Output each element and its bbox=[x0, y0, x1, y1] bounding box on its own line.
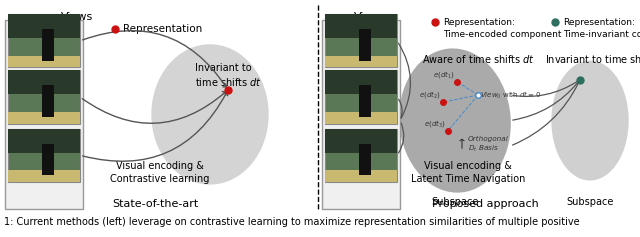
Bar bbox=[325, 70, 397, 124]
Bar bbox=[8, 14, 80, 38]
Bar bbox=[325, 112, 397, 124]
Text: $e(dt_3)$: $e(dt_3)$ bbox=[424, 118, 446, 129]
Bar bbox=[42, 144, 54, 175]
Text: $e(dt_1)$: $e(dt_1)$ bbox=[433, 69, 455, 80]
Text: Invariant to time shifts $\mathit{dt}$: Invariant to time shifts $\mathit{dt}$ bbox=[545, 53, 640, 65]
Bar bbox=[42, 85, 54, 117]
Text: 1: Current methods (left) leverage on contrastive learning to maximize represent: 1: Current methods (left) leverage on co… bbox=[4, 217, 580, 227]
Text: Subspace: Subspace bbox=[431, 197, 479, 207]
Text: Representation: Representation bbox=[123, 24, 202, 34]
Bar bbox=[8, 70, 80, 94]
Bar bbox=[42, 29, 54, 61]
Bar bbox=[325, 129, 397, 153]
Bar bbox=[359, 144, 371, 175]
Text: Subspace: Subspace bbox=[566, 197, 614, 207]
Text: Latent Time Navigation: Latent Time Navigation bbox=[411, 174, 525, 184]
FancyBboxPatch shape bbox=[5, 20, 83, 210]
Text: time shifts $\mathit{dt}$: time shifts $\mathit{dt}$ bbox=[195, 76, 262, 88]
Bar bbox=[325, 129, 397, 182]
Ellipse shape bbox=[552, 61, 628, 180]
Text: Aware of time shifts $\mathit{dt}$: Aware of time shifts $\mathit{dt}$ bbox=[422, 53, 535, 65]
Text: Representation:: Representation: bbox=[563, 18, 635, 27]
Bar bbox=[8, 56, 80, 67]
Bar bbox=[359, 29, 371, 61]
Text: Representation:: Representation: bbox=[443, 18, 515, 27]
Text: Orthogonal
$D_t$ Basis: Orthogonal $D_t$ Basis bbox=[468, 136, 509, 154]
Bar bbox=[8, 129, 80, 182]
Bar bbox=[8, 70, 80, 124]
Text: Visual encoding &: Visual encoding & bbox=[424, 161, 512, 171]
Bar bbox=[8, 129, 80, 153]
Text: Time-invariant component: Time-invariant component bbox=[563, 30, 640, 39]
Ellipse shape bbox=[400, 49, 510, 192]
Bar bbox=[8, 14, 80, 67]
Bar bbox=[359, 85, 371, 117]
Text: $e(dt_2)$: $e(dt_2)$ bbox=[419, 89, 441, 100]
Text: State-of-the-art: State-of-the-art bbox=[112, 199, 198, 209]
Text: Views: Views bbox=[61, 12, 93, 22]
Text: Contrastive learning: Contrastive learning bbox=[110, 174, 210, 184]
Text: Invariant to: Invariant to bbox=[195, 63, 252, 73]
Bar bbox=[325, 14, 397, 67]
FancyBboxPatch shape bbox=[322, 20, 400, 210]
Bar bbox=[8, 170, 80, 182]
Text: $View_0$ with $dt=0$: $View_0$ with $dt=0$ bbox=[480, 89, 541, 100]
Bar bbox=[325, 70, 397, 94]
Text: Views: Views bbox=[354, 12, 386, 22]
Bar bbox=[325, 56, 397, 67]
Text: Proposed approach: Proposed approach bbox=[431, 199, 538, 209]
Bar bbox=[325, 170, 397, 182]
Bar bbox=[8, 112, 80, 124]
Bar bbox=[325, 14, 397, 38]
Text: Time-encoded component: Time-encoded component bbox=[443, 30, 561, 39]
Text: Visual encoding &: Visual encoding & bbox=[116, 161, 204, 171]
Ellipse shape bbox=[152, 45, 268, 184]
